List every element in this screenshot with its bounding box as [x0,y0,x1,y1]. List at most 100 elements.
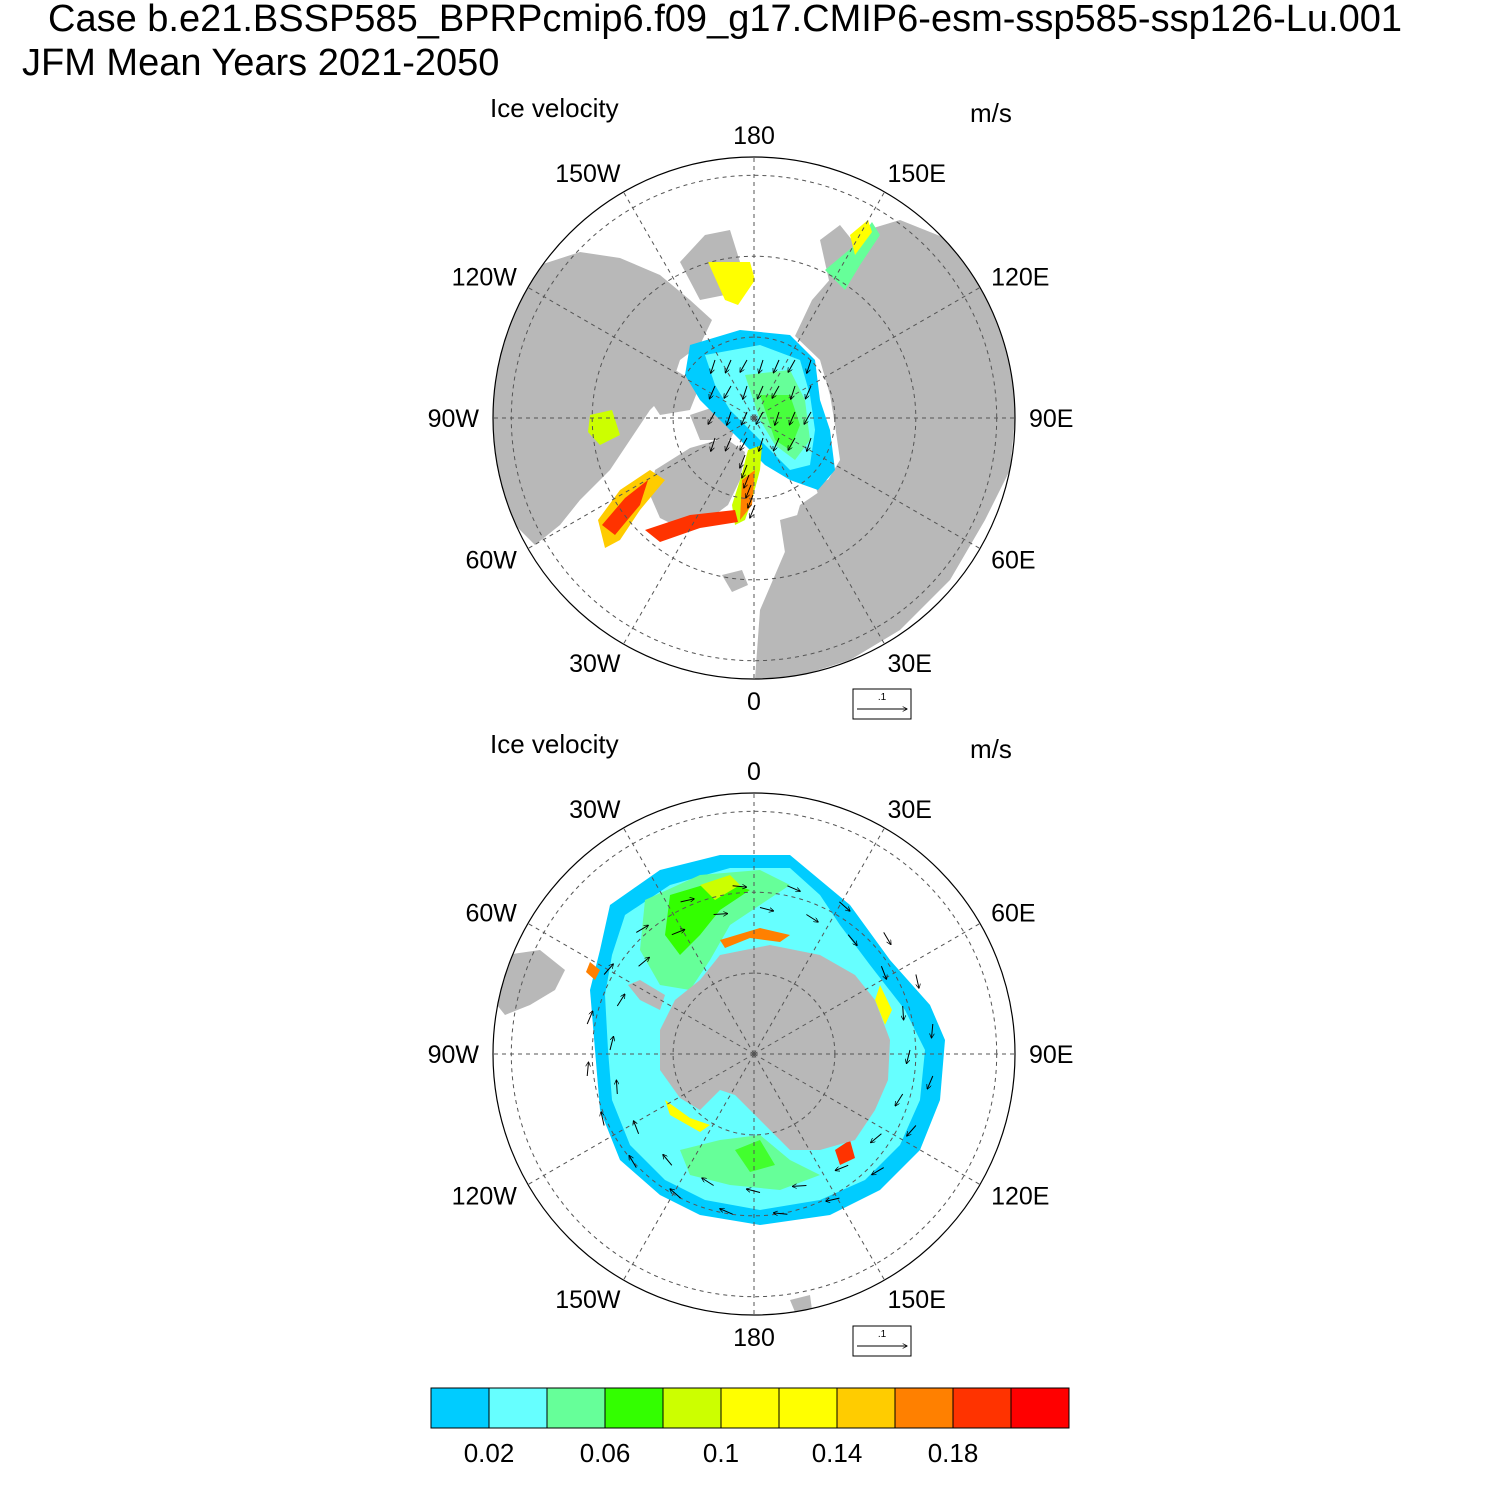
nh-lon-label: 60E [991,547,1035,575]
colorbar-box [778,1387,838,1429]
ice-velocity-arrow [587,1062,588,1077]
nh-lon-label: 60W [465,547,517,575]
ice-velocity-arrow [759,359,764,373]
ice-velocity-arrow [680,899,695,903]
ice-velocity-arrow [792,1186,807,1187]
nh-lon-label: 120E [991,264,1049,292]
nh-map-border [492,156,1016,680]
ice-velocity-arrow [732,886,747,887]
sh-graticule [493,793,1015,1315]
nh-lon-label: 0 [747,688,761,716]
ice-velocity-arrow [713,914,728,915]
sh-meridian [753,827,885,1055]
ice-velocity-arrow [740,359,748,372]
ice-velocity-arrow [805,385,812,399]
nh-panel: Ice velocity m/s [428,93,1074,720]
nh-reference-vector: .1 [852,688,912,720]
sh-lon-label: 0 [747,758,761,786]
sh-reference-vector: .1 [852,1325,912,1357]
ice-velocity-arrow [603,964,613,975]
ice-velocity-arrow [616,994,625,1007]
sh-land-south-america [493,950,565,1015]
ice-velocity-arrow [616,1080,617,1095]
ice-velocity-arrow [773,1213,788,1214]
ice-velocity-arrow [727,411,732,425]
ice-velocity-arrow [871,1133,882,1143]
ice-velocity-arrow [847,934,857,946]
colorbar-box [604,1387,664,1429]
ice-velocity-arrow [807,437,812,451]
nh-meridian [753,191,885,419]
ice-velocity-arrow [743,385,748,399]
ice-velocity-arrow [903,1005,904,1020]
colorbar-box [952,1387,1012,1429]
nh-meridian [623,417,755,645]
nh-lon-label: 30E [888,650,932,678]
ice-velocity-arrow [787,885,800,892]
nh-lon-label: 30W [569,650,621,678]
colorbar-label: 0.14 [812,1438,863,1468]
ice-velocity-arrow [772,385,780,398]
sh-lon-label: 120W [452,1183,518,1211]
sh-map-area [493,793,1015,1315]
colorbar-box [546,1387,606,1429]
nh-lon-label: 120W [452,264,518,292]
ice-velocity-arrow [740,437,748,450]
sh-reference-vector-label: .1 [878,1329,887,1340]
sh-meridian [623,827,755,1055]
ice-velocity-arrow [907,1049,911,1064]
ice-velocity-arrow [740,454,746,468]
nh-lon-label: 150W [555,160,621,188]
sh-map-border [492,792,1016,1316]
sh-lon-label: 180 [733,1324,775,1352]
ice-velocity-arrow [759,907,774,912]
nh-meridian [527,417,755,549]
nh-longitude-labels: 0 30E 60E 90E 120E 150E 180 150W 120W 90W 60W 30W [428,122,1074,716]
ice-velocity-arrow [788,437,796,450]
colorbar-box [836,1387,896,1429]
sh-land-new-zealand [790,1295,812,1312]
ice-velocity-arrow [744,474,750,488]
ice-velocity-arrow [636,925,648,933]
ice-velocity-arrow [775,411,780,425]
ice-velocity-arrow [742,464,748,478]
sh-lon-label: 60E [991,900,1035,928]
ice-velocity-arrow [586,1011,593,1025]
nh-panel-title: Ice velocity [490,93,619,123]
nh-lon-label: 90W [428,405,480,433]
ice-velocity-arrow [756,411,764,424]
sh-meridian [753,1053,885,1281]
ice-velocity-arrow [872,1167,884,1175]
ice-velocity-arrow [702,1178,714,1186]
ice-velocity-arrow [907,1125,917,1137]
colorbar-label: 0.06 [580,1438,631,1468]
nh-meridian [753,417,885,645]
ice-velocity-arrow [725,437,732,451]
colorbar: 0.02 0.06 0.1 0.14 0.18 [430,1387,1070,1468]
ice-velocity-arrow [748,494,754,508]
colorbar-box [488,1387,548,1429]
sh-lon-label: 30E [888,796,932,824]
sh-meridian [753,923,981,1055]
nh-units-label: m/s [970,98,1012,128]
colorbar-box [720,1387,780,1429]
ice-velocity-arrow [634,1121,640,1134]
nh-land [493,220,1015,679]
nh-vector-field [708,359,812,518]
ice-velocity-arrow [759,437,764,451]
ice-velocity-arrow [791,385,796,399]
nh-meridian [527,287,755,419]
ice-velocity-arrow [720,1209,733,1215]
ice-velocity-arrow [773,437,780,451]
sh-meridian [527,1053,755,1185]
ice-velocity-arrow [880,966,886,979]
sh-vector-field [587,886,933,1214]
nh-graticule [493,157,1015,679]
ice-velocity-arrow [601,1112,605,1126]
ice-velocity-arrow [724,385,732,398]
ice-velocity-arrow [711,359,716,373]
ice-velocity-arrow [915,974,919,989]
sh-lon-label: 120E [991,1183,1049,1211]
colorbar-box [662,1387,722,1429]
